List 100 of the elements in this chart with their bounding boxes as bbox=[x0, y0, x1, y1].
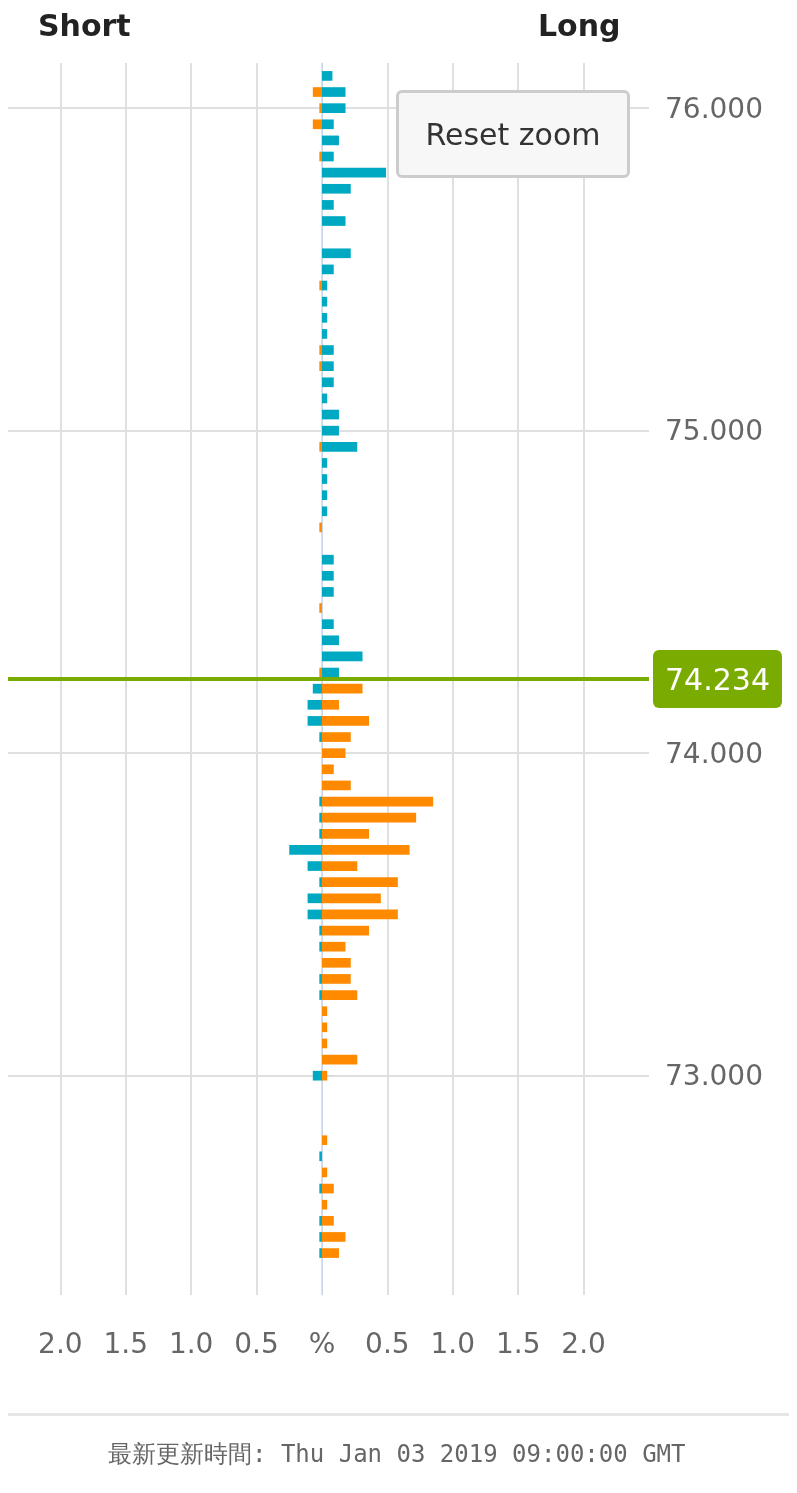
bar bbox=[319, 877, 322, 888]
bar bbox=[307, 699, 322, 710]
bar bbox=[321, 1215, 334, 1226]
bar bbox=[312, 683, 322, 694]
bar bbox=[307, 893, 322, 904]
bar bbox=[319, 1248, 322, 1258]
bar bbox=[321, 151, 334, 162]
ref-line-label: 74.234 bbox=[665, 661, 770, 697]
bar bbox=[321, 1054, 358, 1065]
bar bbox=[321, 183, 351, 194]
bar bbox=[321, 554, 334, 565]
text: 最新更新時間: Thu Jan 03 2019 09:00:00 GMT bbox=[108, 1439, 686, 1470]
bar bbox=[321, 990, 358, 1000]
bar bbox=[321, 925, 370, 936]
bar bbox=[319, 522, 322, 533]
bar bbox=[321, 345, 334, 355]
bar bbox=[312, 87, 322, 97]
bar bbox=[321, 264, 334, 275]
bar bbox=[321, 764, 334, 775]
bar bbox=[321, 861, 358, 871]
x-tick-label: 1.0 bbox=[430, 1326, 476, 1360]
bar bbox=[321, 780, 351, 791]
bar bbox=[321, 1232, 346, 1242]
bar bbox=[321, 103, 346, 113]
x-tick-label: 2.0 bbox=[38, 1326, 83, 1360]
y-tick-label: 74.000 bbox=[665, 736, 763, 770]
bar bbox=[319, 1232, 322, 1242]
bar bbox=[319, 732, 322, 742]
bar bbox=[321, 200, 334, 210]
bar bbox=[319, 828, 322, 839]
bar bbox=[319, 667, 322, 678]
bar bbox=[321, 748, 346, 759]
bar bbox=[321, 1022, 328, 1033]
bar bbox=[319, 151, 322, 162]
y-tick-label: 76.000 bbox=[665, 91, 763, 125]
bar bbox=[321, 732, 351, 742]
bar bbox=[319, 974, 322, 984]
bar bbox=[319, 361, 322, 371]
bar bbox=[321, 1135, 328, 1146]
bar bbox=[321, 312, 328, 323]
text: Short bbox=[38, 8, 131, 43]
bar bbox=[321, 377, 334, 388]
bar bbox=[321, 441, 358, 452]
bar bbox=[321, 329, 328, 339]
bar bbox=[319, 103, 322, 113]
bar bbox=[319, 441, 322, 452]
bar bbox=[321, 812, 417, 823]
bar bbox=[319, 603, 322, 613]
bar bbox=[321, 1199, 328, 1210]
text: Long bbox=[538, 8, 621, 43]
bar bbox=[321, 87, 346, 97]
bar bbox=[307, 716, 322, 726]
bar bbox=[289, 845, 322, 855]
bar bbox=[321, 1248, 339, 1258]
bar bbox=[321, 941, 346, 952]
bar bbox=[321, 216, 346, 226]
bar bbox=[321, 71, 333, 81]
x-tick-label: % bbox=[308, 1326, 336, 1360]
bar bbox=[319, 1151, 322, 1162]
bar bbox=[321, 425, 339, 436]
bar bbox=[319, 990, 322, 1000]
bar bbox=[321, 474, 328, 484]
bar bbox=[321, 796, 434, 807]
bar bbox=[321, 635, 339, 646]
bar bbox=[321, 119, 334, 130]
bar bbox=[321, 893, 381, 904]
bar bbox=[319, 1183, 322, 1194]
bar bbox=[321, 490, 328, 501]
bar bbox=[321, 683, 363, 694]
bar bbox=[321, 699, 339, 710]
bar bbox=[321, 909, 398, 920]
bar bbox=[307, 861, 322, 871]
bar bbox=[319, 1215, 322, 1226]
bar bbox=[319, 925, 322, 936]
bar bbox=[321, 828, 370, 839]
bar bbox=[319, 941, 322, 952]
bar bbox=[319, 796, 322, 807]
bar bbox=[321, 974, 351, 984]
bar bbox=[321, 361, 334, 371]
bar bbox=[321, 135, 339, 146]
x-tick-label: 0.5 bbox=[234, 1326, 279, 1360]
bar bbox=[321, 248, 351, 259]
bar bbox=[321, 167, 387, 178]
bar bbox=[321, 651, 363, 662]
bar bbox=[321, 845, 410, 855]
bar bbox=[321, 409, 339, 420]
bar bbox=[321, 667, 339, 678]
x-tick-label: 1.5 bbox=[495, 1326, 541, 1360]
x-tick-label: 2.0 bbox=[561, 1326, 606, 1360]
bar bbox=[312, 119, 322, 130]
bar bbox=[312, 1070, 322, 1081]
bar bbox=[321, 957, 351, 968]
bar bbox=[321, 1070, 328, 1081]
bar bbox=[321, 1183, 334, 1194]
x-tick-label: 1.0 bbox=[168, 1326, 214, 1360]
x-tick-label: 1.5 bbox=[103, 1326, 148, 1360]
bar bbox=[321, 619, 334, 630]
bar bbox=[319, 280, 322, 291]
bar bbox=[321, 877, 398, 888]
bar bbox=[321, 587, 334, 597]
